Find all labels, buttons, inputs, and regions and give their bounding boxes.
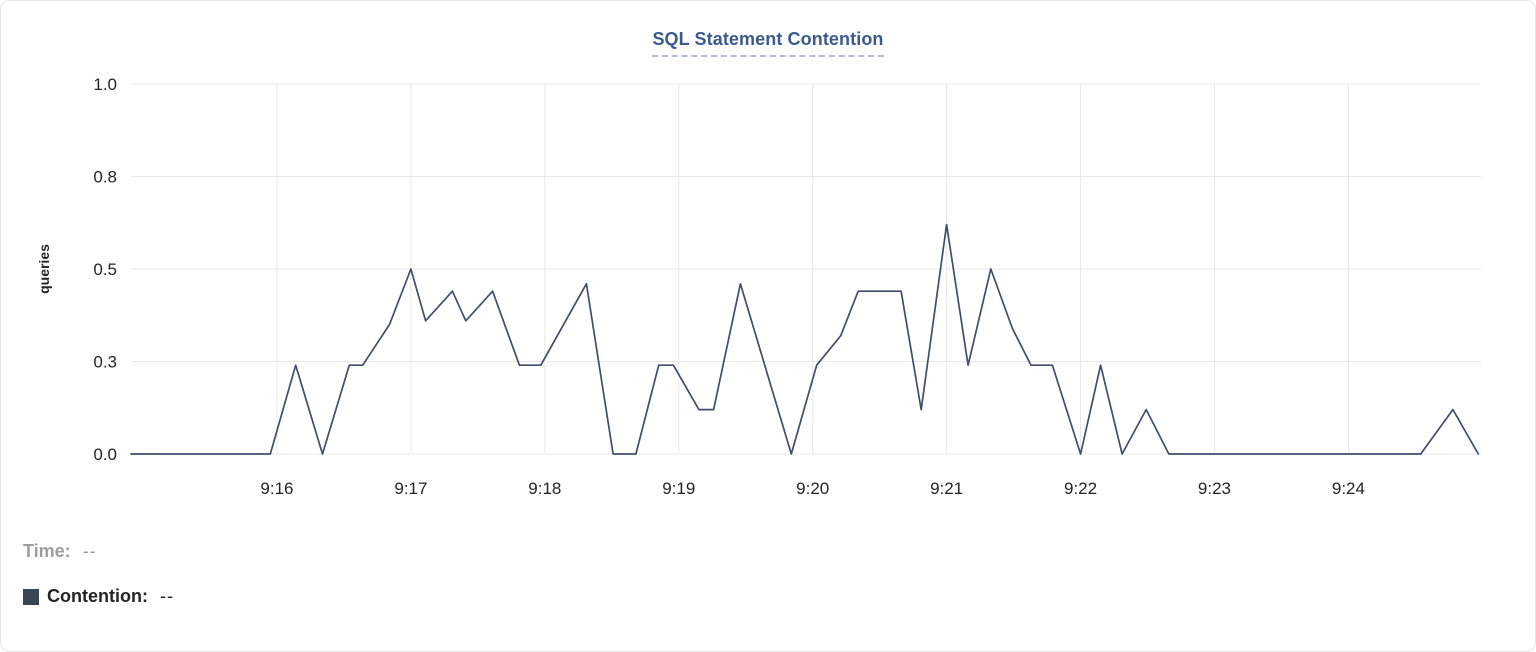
x-tick-label: 9:16: [260, 479, 293, 498]
chart-title-row: SQL Statement Contention: [1, 29, 1535, 57]
chart-legend: Time: -- Contention: --: [23, 541, 1513, 607]
hover-time-row: Time: --: [23, 541, 1513, 562]
x-tick-label: 9:22: [1064, 479, 1097, 498]
legend-contention-value: --: [159, 586, 174, 606]
y-tick-label: 0.0: [93, 445, 117, 464]
y-tick-label: 0.5: [93, 260, 117, 279]
contention-chart-canvas[interactable]: 0.0 0.3 0.5 0.8 1.0 9:16 9:17 9:18 9:19 9:20 9:21 9…: [1, 1, 1536, 521]
legend-contention-label: Contention:: [47, 586, 148, 606]
contention-chart[interactable]: 0.0 0.3 0.5 0.8 1.0 9:16 9:17 9:18 9:19 9:20 9:21 9…: [1, 1, 1536, 521]
legend-contention-row: Contention: --: [23, 586, 1513, 607]
x-tick-label: 9:23: [1198, 479, 1231, 498]
y-tick-label: 1.0: [93, 75, 117, 94]
x-tick-label: 9:18: [528, 479, 561, 498]
x-tick-label: 9:19: [662, 479, 695, 498]
hover-time-value: --: [82, 541, 97, 561]
hover-time-label: Time:: [23, 541, 71, 561]
contention-series-line: [130, 223, 1480, 455]
chart-title[interactable]: SQL Statement Contention: [652, 29, 884, 57]
x-tick-label: 9:21: [930, 479, 963, 498]
x-tick-label: 9:24: [1332, 479, 1365, 498]
y-tick-label: 0.3: [93, 353, 117, 372]
y-tick-label: 0.8: [93, 168, 117, 187]
x-tick-label: 9:17: [394, 479, 427, 498]
y-axis-label: queries: [36, 244, 52, 294]
contention-series-swatch: [23, 588, 39, 605]
x-tick-label: 9:20: [796, 479, 829, 498]
